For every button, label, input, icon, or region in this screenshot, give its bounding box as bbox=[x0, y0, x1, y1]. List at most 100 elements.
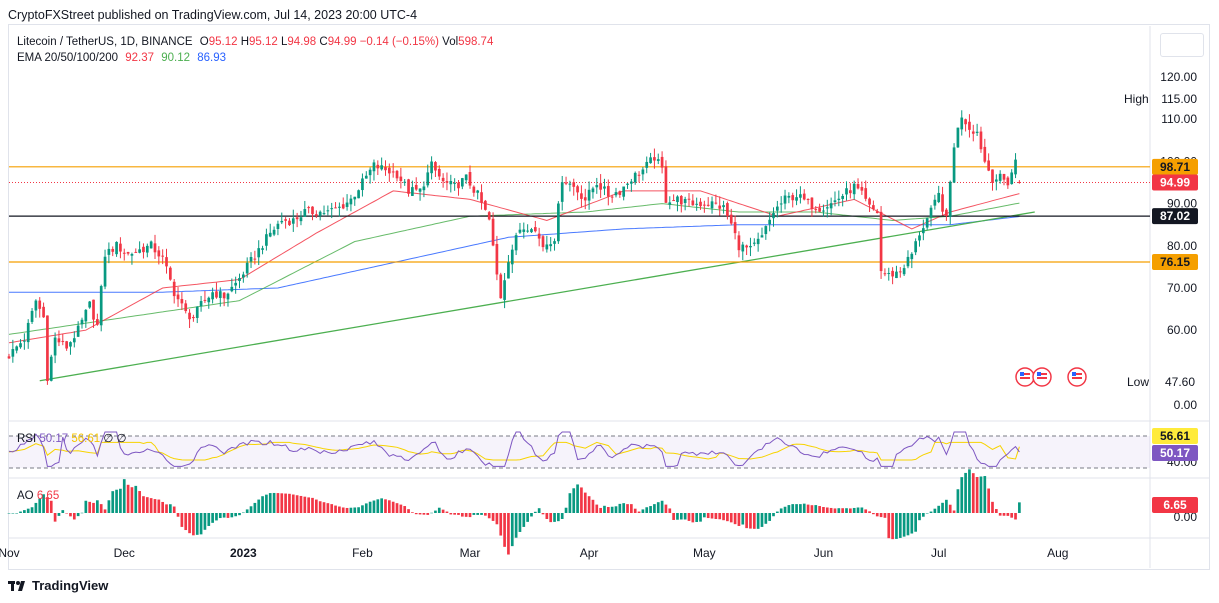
candle-body bbox=[710, 201, 714, 209]
ao-bar bbox=[741, 513, 745, 525]
ao-bar bbox=[99, 504, 103, 513]
y-tick-label: 110.00 bbox=[1161, 112, 1197, 126]
ao-bar bbox=[749, 513, 752, 529]
candle-body bbox=[326, 210, 330, 212]
candle-body bbox=[72, 338, 76, 343]
ao-bar bbox=[107, 500, 111, 513]
x-tick-label: Dec bbox=[114, 546, 135, 560]
candle-body bbox=[295, 217, 299, 220]
flag-stripe bbox=[1020, 377, 1030, 379]
candle-body bbox=[583, 197, 587, 201]
ao-bar bbox=[272, 492, 276, 513]
candle-body bbox=[414, 184, 418, 190]
ao-bar bbox=[249, 506, 253, 513]
ao-bar bbox=[437, 507, 441, 513]
open-label: O bbox=[199, 36, 209, 48]
volume-value: 598.74 bbox=[458, 36, 494, 48]
candle-body bbox=[441, 177, 445, 182]
ao-bar bbox=[606, 507, 610, 513]
ao-bar bbox=[841, 508, 845, 513]
candle-body bbox=[726, 203, 729, 217]
ao-bar bbox=[203, 513, 207, 530]
ema-label[interactable]: EMA 20/50/100/200 bbox=[17, 52, 119, 64]
candle-body bbox=[921, 228, 925, 234]
ao-bar bbox=[676, 513, 679, 520]
candle-body bbox=[856, 184, 860, 189]
y-tick-label: 60.00 bbox=[1167, 323, 1197, 337]
ao-bar bbox=[522, 513, 526, 527]
ao-bar bbox=[718, 513, 722, 520]
ao-bar bbox=[303, 496, 307, 513]
ao-bar bbox=[668, 508, 672, 513]
ao-bar bbox=[887, 513, 891, 539]
candle-body bbox=[30, 310, 34, 322]
ao-bar bbox=[149, 498, 153, 513]
candle-body bbox=[503, 280, 506, 300]
flag-stripe bbox=[1072, 373, 1082, 375]
candle-body bbox=[799, 194, 802, 198]
candle-body bbox=[960, 117, 964, 130]
candle-body bbox=[898, 271, 902, 273]
ao-bar bbox=[338, 506, 341, 513]
candle-body bbox=[706, 204, 710, 206]
ao-bar bbox=[991, 501, 994, 513]
ao-bar bbox=[729, 513, 733, 523]
candle-body bbox=[691, 200, 695, 206]
ao-bar bbox=[34, 502, 38, 513]
candle-body bbox=[653, 157, 656, 161]
ao-bar bbox=[864, 509, 868, 513]
ao-label[interactable]: AO bbox=[17, 490, 34, 502]
chart-settings-button[interactable] bbox=[1160, 33, 1204, 57]
rsi-ma-tag bbox=[1152, 428, 1198, 444]
rsi-line bbox=[8, 431, 1020, 467]
ao-bar bbox=[979, 476, 983, 513]
footer-brand[interactable]: TradingView bbox=[8, 578, 108, 593]
candle-body bbox=[906, 256, 910, 267]
candle-body bbox=[126, 251, 130, 254]
ao-bar bbox=[960, 477, 964, 513]
candle-body bbox=[322, 213, 326, 215]
symbol-name[interactable]: Litecoin / TetherUS, 1D, BINANCE bbox=[17, 36, 193, 48]
ao-bar bbox=[384, 499, 387, 513]
symbol-legend: Litecoin / TetherUS, 1D, BINANCE O95.12 … bbox=[17, 36, 493, 48]
candle-body bbox=[157, 250, 161, 257]
candle-body bbox=[526, 230, 529, 232]
ao-bar bbox=[449, 513, 453, 515]
candle-body bbox=[84, 309, 88, 322]
ao-bar bbox=[103, 509, 107, 513]
candle-body bbox=[618, 191, 622, 195]
candle-body bbox=[595, 185, 599, 188]
ao-bar bbox=[772, 513, 775, 517]
candle-body bbox=[376, 164, 380, 169]
ao-bar bbox=[599, 507, 602, 513]
ao-bar bbox=[1002, 513, 1006, 516]
candle-body bbox=[445, 181, 449, 183]
candle-body bbox=[15, 346, 19, 351]
ao-bar bbox=[192, 513, 195, 536]
flag-canton bbox=[1020, 372, 1024, 376]
candle-body bbox=[211, 292, 214, 300]
rsi-ma-tag-label: 56.61 bbox=[1160, 429, 1190, 443]
rsi-legend: RSI 50.17 56.61 ∅ ∅ bbox=[17, 431, 127, 445]
ao-bar bbox=[610, 506, 614, 513]
tradingview-logo-icon bbox=[8, 580, 25, 591]
ao-bar bbox=[837, 508, 841, 513]
ao-bar bbox=[353, 507, 357, 513]
ao-bar bbox=[318, 501, 322, 513]
ema100-line bbox=[9, 216, 1020, 293]
candle-body bbox=[837, 198, 841, 200]
ao-bar bbox=[760, 513, 764, 527]
high-label: High bbox=[1124, 92, 1149, 106]
candle-body bbox=[291, 218, 295, 224]
high-value: 95.12 bbox=[249, 36, 278, 48]
candle-body bbox=[603, 186, 606, 189]
rsi-label[interactable]: RSI bbox=[17, 433, 37, 445]
ao-bar bbox=[583, 492, 587, 513]
chart-frame bbox=[8, 24, 1210, 570]
ao-bar bbox=[945, 499, 948, 513]
rsi-value-tag bbox=[1152, 445, 1198, 461]
open-value: 95.12 bbox=[208, 36, 238, 48]
ao-bar bbox=[111, 491, 115, 513]
candle-body bbox=[1006, 177, 1010, 186]
